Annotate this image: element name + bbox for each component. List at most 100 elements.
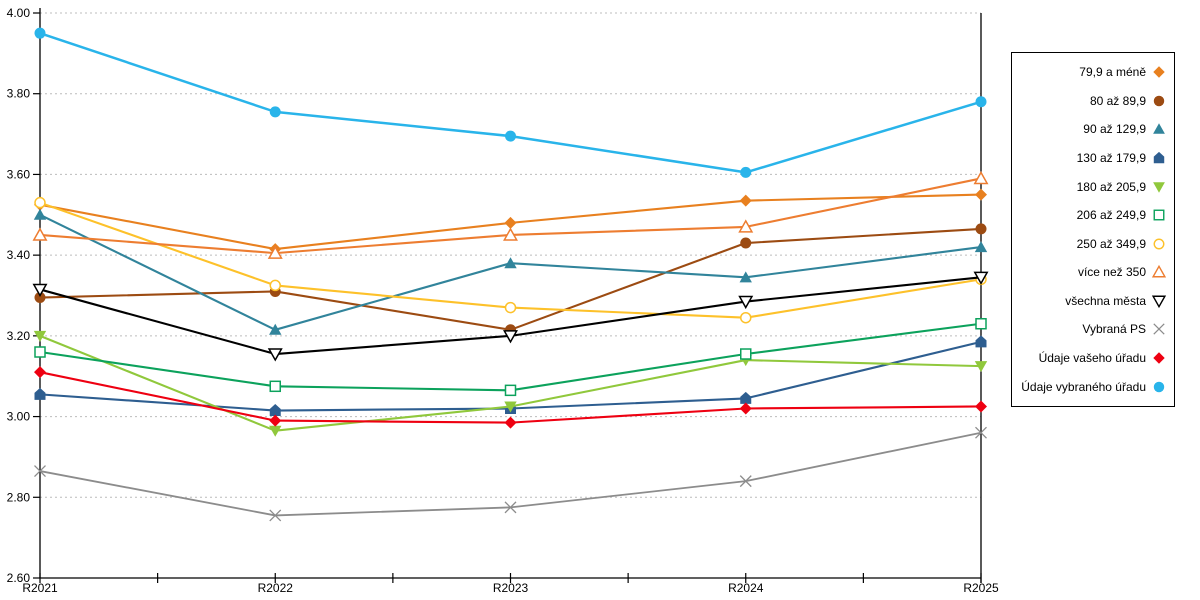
legend-label: Údaje vašeho úřadu [1038, 351, 1146, 366]
series-line [38, 177, 983, 255]
legend-marker-circle-icon [1153, 238, 1165, 250]
marker-circle [269, 279, 281, 292]
series-line [38, 227, 983, 331]
legend-item: 90 až 129,9 [1016, 121, 1167, 137]
x-axis-label: R2022 [258, 581, 294, 595]
marker-square [269, 380, 281, 393]
marker-x [975, 426, 987, 439]
legend-label: 206 až 249,9 [1076, 208, 1146, 223]
marker-triangle-up [32, 227, 48, 241]
marker-diamond [34, 366, 46, 379]
legend-item: Vybraná PS [1016, 321, 1167, 337]
legend-label: Vybraná PS [1082, 322, 1146, 337]
legend-label: všechna města [1065, 293, 1146, 308]
marker-circle [740, 237, 752, 249]
marker-x [1153, 323, 1165, 336]
y-axis-label: 4.00 [7, 6, 31, 20]
marker-circle [740, 166, 752, 178]
legend-item: Údaje vybraného úřadu [1016, 379, 1167, 395]
series-Údaje vašeho úřadu [34, 366, 987, 429]
marker-x [269, 509, 282, 522]
marker-square [504, 384, 517, 397]
series-Vybraná PS [34, 426, 987, 522]
legend-item: více než 350 [1016, 264, 1167, 280]
marker-triangle-down [503, 330, 518, 344]
legend-marker-diamond-icon [1153, 352, 1165, 364]
legend-item: 206 až 249,9 [1016, 207, 1167, 223]
legend-item: 250 až 349,9 [1016, 236, 1167, 252]
marker-triangle-up [1151, 265, 1167, 278]
marker-square [740, 348, 752, 360]
marker-pentagon [975, 335, 987, 348]
marker-diamond [739, 402, 752, 415]
marker-diamond [739, 194, 752, 207]
marker-circle [1153, 381, 1165, 392]
marker-diamond [504, 416, 517, 429]
legend-item: 80 až 89,9 [1016, 93, 1167, 109]
marker-triangle-down [267, 348, 283, 362]
legend-item: 79,9 a méně [1016, 64, 1167, 80]
marker-diamond [975, 400, 987, 413]
x-axis-label: R2023 [493, 581, 529, 595]
legend-label: Údaje vybraného úřadu [1021, 379, 1146, 394]
legend-label: 80 až 89,9 [1089, 93, 1146, 108]
legend-label: 250 až 349,9 [1076, 236, 1146, 251]
legend-label: 180 až 205,9 [1076, 179, 1146, 194]
x-axis-label: R2021 [22, 581, 58, 595]
y-axis-label: 2.80 [7, 490, 31, 504]
legend-item: 180 až 205,9 [1016, 179, 1167, 195]
marker-x [739, 475, 752, 488]
legend-label: 90 až 129,9 [1083, 122, 1146, 137]
marker-triangle-up [33, 208, 47, 220]
legend-marker-triangle-down-icon [1153, 181, 1165, 193]
marker-triangle-up [504, 257, 517, 269]
marker-triangle-up [269, 323, 282, 335]
marker-triangle-down [504, 401, 517, 413]
y-axis-label: 3.80 [7, 87, 31, 101]
marker-triangle-up [974, 241, 988, 253]
legend-item: 130 až 179,9 [1016, 150, 1167, 166]
marker-square [975, 318, 987, 330]
series-180 až 205,9 [33, 330, 988, 437]
legend-marker-diamond-icon [1153, 66, 1165, 78]
marker-circle [34, 292, 46, 304]
marker-pentagon [269, 404, 281, 417]
marker-circle [975, 223, 987, 235]
marker-triangle-up [738, 219, 754, 233]
marker-circle [505, 130, 516, 142]
y-axis-label: 3.20 [7, 329, 31, 343]
marker-diamond [1153, 66, 1165, 78]
legend-marker-circle-icon [1153, 381, 1165, 392]
legend-label: 79,9 a méně [1079, 65, 1146, 80]
y-axis-label: 3.40 [7, 248, 31, 262]
series-206 až 249,9 [34, 318, 987, 397]
marker-triangle-down [33, 330, 47, 342]
legend-marker-circle-icon [1153, 95, 1165, 107]
series-line [38, 31, 983, 174]
series-line [38, 371, 983, 424]
series-všechna města [32, 271, 989, 362]
legend-marker-triangle-up-icon [1153, 123, 1165, 135]
marker-triangle-down [1153, 181, 1165, 193]
legend-label: více než 350 [1077, 265, 1146, 280]
series-line [39, 431, 982, 517]
legend-label: 130 až 179,9 [1076, 151, 1146, 166]
marker-x [34, 465, 46, 478]
marker-triangle-up [973, 170, 989, 185]
marker-circle [740, 311, 752, 324]
marker-triangle-up [1153, 123, 1165, 135]
marker-pentagon [1153, 151, 1165, 164]
marker-triangle-up [267, 245, 283, 259]
marker-circle [975, 96, 987, 108]
marker-pentagon [740, 391, 752, 404]
series-Údaje vybraného úřadu [34, 27, 987, 178]
marker-triangle-up [503, 227, 518, 241]
marker-triangle-down [738, 295, 754, 310]
legend-marker-square-icon [1153, 209, 1165, 221]
marker-triangle-up [739, 271, 752, 283]
marker-circle [269, 106, 281, 118]
series-90 až 129,9 [33, 208, 988, 335]
legend: 79,9 a méně 80 až 89,9 90 až 129,9 130 až 1… [1011, 52, 1175, 407]
marker-diamond [975, 188, 987, 201]
y-axis-label: 2.60 [7, 571, 31, 585]
